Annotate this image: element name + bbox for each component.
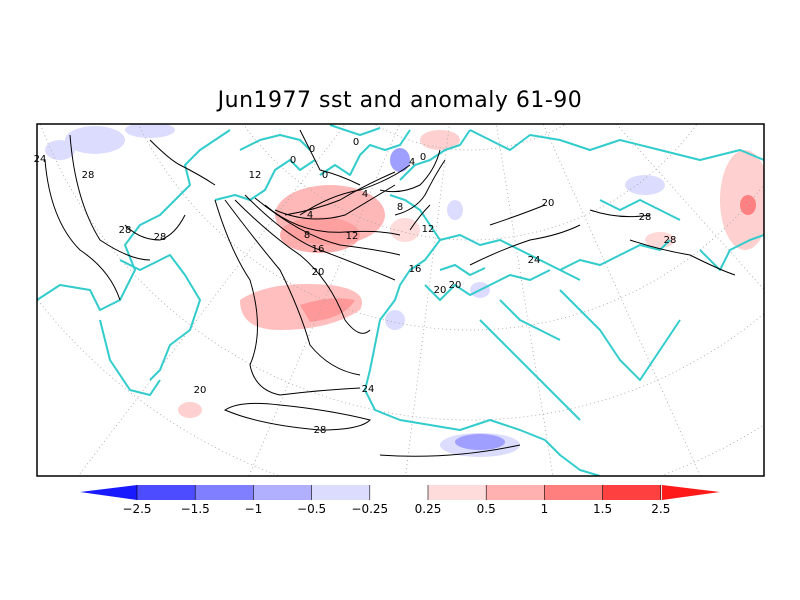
contour-label: 0 (420, 152, 426, 163)
colorbar-segment (253, 485, 312, 500)
colorbar-tick-label: −1 (245, 502, 263, 516)
anomaly-positive-patch (645, 232, 675, 248)
contour-label: 12 (346, 231, 359, 242)
colorbar-segment (195, 485, 254, 500)
contour-label: 8 (397, 202, 403, 213)
anomaly-negative-patch (447, 200, 463, 220)
contour-label: 4 (409, 157, 415, 168)
contour-label: 4 (362, 189, 368, 200)
anomaly-positive-patch (240, 284, 362, 330)
contour-label: 24 (34, 154, 47, 165)
contour-label: 28 (154, 232, 167, 243)
colorbar-left-arrow (80, 485, 137, 500)
contour-label: 4 (307, 210, 313, 221)
anomaly-positive-patch (390, 218, 420, 242)
graticule (37, 124, 764, 476)
colorbar-segment (137, 485, 196, 500)
colorbar-tick-label: 1.5 (593, 502, 612, 516)
anomaly-negative-patch (625, 175, 665, 195)
contour-label: 12 (422, 224, 435, 235)
contour-label: 0 (309, 144, 315, 155)
anomaly-positive-patch (420, 130, 460, 150)
contour-label: 0 (290, 155, 296, 166)
anomaly-negative-patch (385, 310, 405, 330)
contour-label: 28 (639, 212, 652, 223)
contour-labels: 24 28 28 28 12 0 0 0 0 4 4 0 8 4 8 12 16… (34, 137, 677, 436)
colorbar-tick-label: −1.5 (181, 502, 210, 516)
anomaly-positive-patch (178, 402, 202, 418)
anomaly-negative-patch (455, 434, 505, 450)
contour-label: 28 (119, 225, 132, 236)
contour-label: 0 (322, 170, 328, 181)
anomaly-negative-patch (125, 124, 175, 138)
coastlines (37, 124, 764, 476)
sst-contours (44, 129, 736, 457)
colorbar-right-arrow (662, 485, 720, 500)
anomaly-negative-patch (45, 140, 75, 160)
colorbar-segment (428, 485, 487, 500)
colorbar-tick-label: −0.25 (351, 502, 388, 516)
contour-label: 28 (314, 425, 327, 436)
colorbar-tick-label: −2.5 (122, 502, 151, 516)
colorbar-segment (369, 485, 428, 500)
contour-label: 24 (528, 255, 541, 266)
colorbar: −2.5 −1.5 −1 −0.5 −0.25 0.25 0.5 1 1.5 2.5 (80, 485, 720, 516)
contour-label: 16 (312, 244, 325, 255)
contour-label: 28 (664, 235, 677, 246)
colorbar-tick-label: 0.25 (415, 502, 442, 516)
map-title: Jun1977 sst and anomaly 61-90 (217, 88, 583, 113)
anomaly-negative-patch (390, 148, 410, 172)
map-frame (36, 123, 765, 477)
colorbar-tick-label: 2.5 (651, 502, 670, 516)
anomaly-positive-patch (740, 195, 756, 215)
contour-label: 20 (449, 280, 462, 291)
contour-label: 28 (82, 170, 95, 181)
colorbar-segment (602, 485, 661, 500)
colorbar-segment (486, 485, 545, 500)
contour-label: 20 (434, 285, 447, 296)
contour-label: 20 (194, 385, 207, 396)
anomaly-positive-patch (300, 298, 355, 322)
contour-label: 12 (249, 170, 262, 181)
colorbar-segment (544, 485, 603, 500)
colorbar-tick-label: 1 (541, 502, 549, 516)
contour-label: 24 (362, 384, 375, 395)
contour-label: 16 (409, 264, 422, 275)
colorbar-segment (311, 485, 370, 500)
colorbar-tick-label: −0.5 (297, 502, 326, 516)
anomaly-negative-patch (65, 126, 125, 154)
contour-label: 0 (353, 137, 359, 148)
contour-label: 8 (304, 230, 310, 241)
colorbar-tick-label: 0.5 (477, 502, 496, 516)
contour-label: 20 (312, 267, 325, 278)
contour-label: 20 (542, 198, 555, 209)
